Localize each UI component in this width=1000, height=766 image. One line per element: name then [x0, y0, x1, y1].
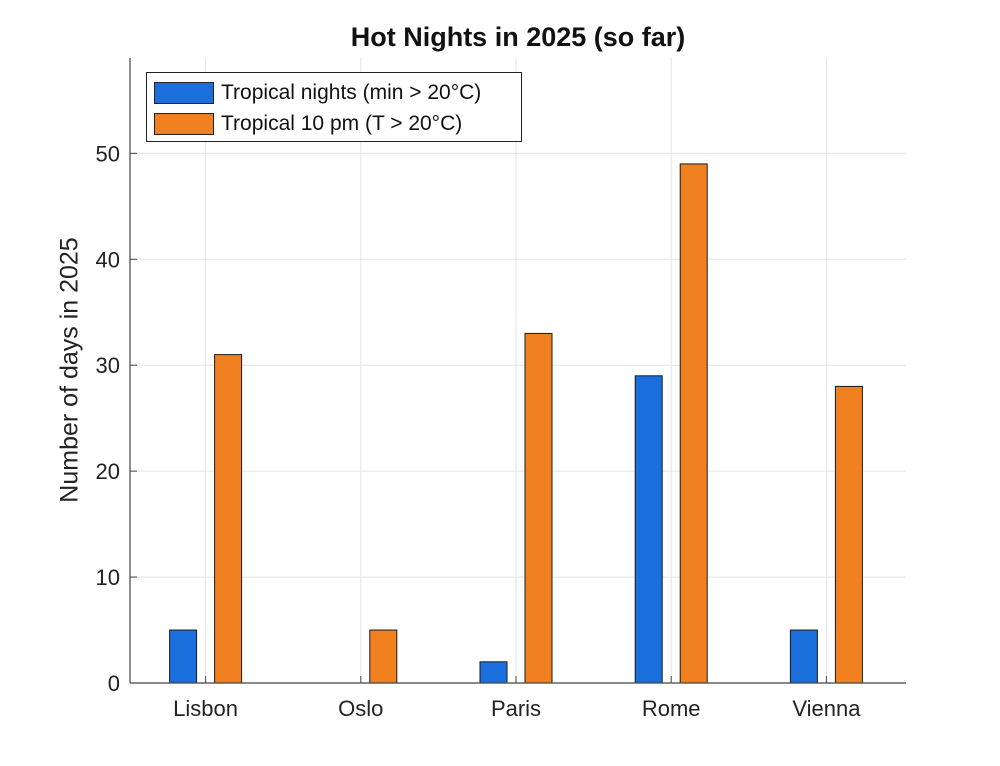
- legend-label-tropical-10pm: Tropical 10 pm (T > 20°C): [221, 112, 463, 135]
- bar: [789, 629, 818, 684]
- bar: [214, 354, 243, 684]
- y-tick-label: 20: [96, 459, 120, 484]
- grid-layer: [130, 58, 906, 683]
- legend-item-tropical-10pm: Tropical 10 pm (T > 20°C): [154, 111, 462, 137]
- tick-label-layer: 0 10 20 30 40 50 Lisbon Oslo Paris Rome Vienna: [96, 141, 862, 721]
- bar: [369, 629, 398, 684]
- legend: Tropical nights (min > 20°C) Tropical 10…: [146, 72, 522, 142]
- bar-layer: [169, 163, 863, 684]
- legend-swatch-tropical-10pm: [154, 113, 214, 135]
- y-tick-label: 40: [96, 247, 120, 272]
- bar: [169, 629, 198, 684]
- bar: [524, 332, 553, 684]
- legend-swatch-tropical-nights: [154, 82, 214, 104]
- x-tick-label: Oslo: [338, 696, 383, 721]
- legend-label-tropical-nights: Tropical nights (min > 20°C): [221, 81, 482, 104]
- bar: [679, 163, 708, 684]
- x-tick-label: Rome: [642, 696, 701, 721]
- x-tick-label: Vienna: [792, 696, 861, 721]
- axis-layer: [129, 58, 906, 684]
- x-tick-label: Lisbon: [173, 696, 238, 721]
- bar: [634, 375, 663, 684]
- y-tick-label: 50: [96, 141, 120, 166]
- y-tick-label: 10: [96, 565, 120, 590]
- y-tick-label: 0: [108, 671, 120, 696]
- x-tick-label: Paris: [491, 696, 541, 721]
- legend-item-tropical-nights: Tropical nights (min > 20°C): [154, 80, 481, 106]
- chart-title: Hot Nights in 2025 (so far): [350, 22, 686, 52]
- bar: [834, 385, 863, 684]
- bar: [479, 661, 508, 684]
- y-tick-label: 30: [96, 353, 120, 378]
